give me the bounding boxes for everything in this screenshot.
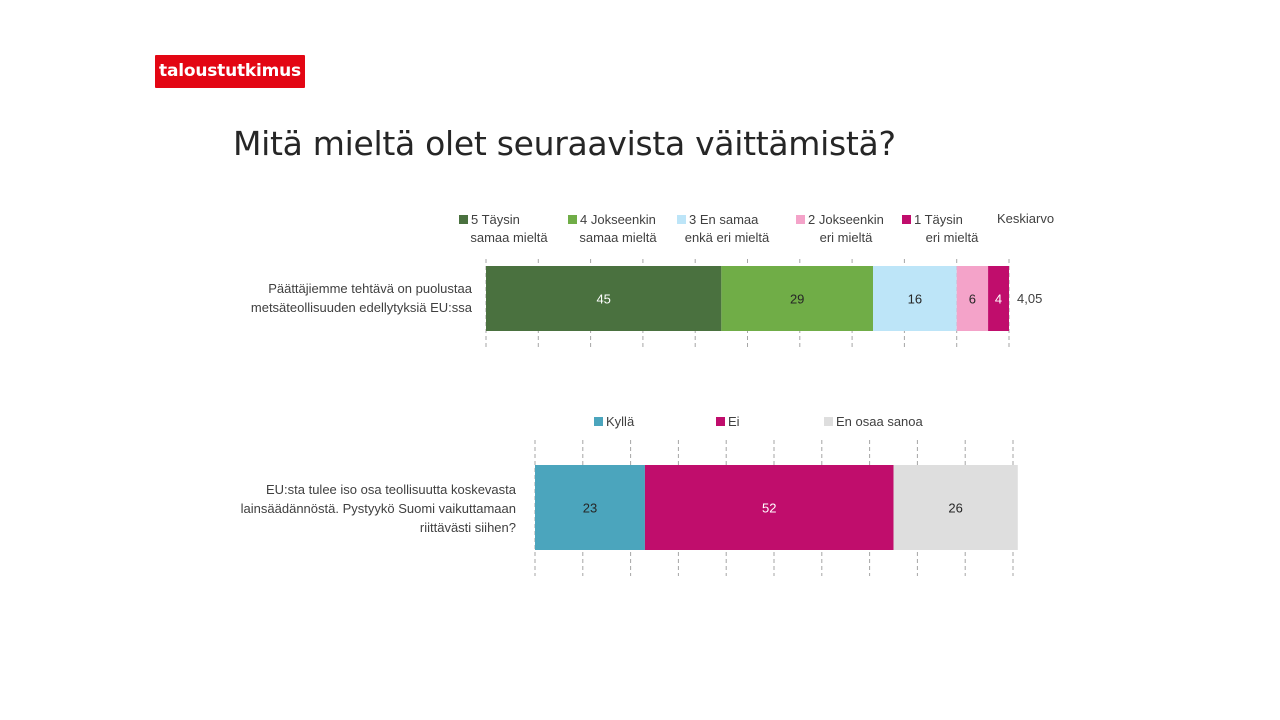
legend-label: 4 Jokseenkin samaa mieltä bbox=[579, 212, 657, 245]
chart2-bar-segment bbox=[893, 465, 1018, 550]
legend-swatch bbox=[677, 215, 686, 224]
legend-swatch bbox=[568, 215, 577, 224]
legend-label: 5 Täysin samaa mieltä bbox=[470, 212, 548, 245]
chart1-data-label: 29 bbox=[790, 292, 804, 307]
page-title: Mitä mieltä olet seuraavista väittämistä… bbox=[233, 124, 896, 163]
chart2-bar-segment bbox=[535, 465, 645, 550]
chart1-bar-segment bbox=[873, 266, 957, 331]
chart1-plot: 45 29 16 6 4 bbox=[485, 259, 1010, 350]
chart2-plot: 23 52 26 bbox=[534, 440, 1018, 576]
legend-label: 2 Jokseenkin eri mieltä bbox=[808, 212, 884, 245]
chart1-data-label: 45 bbox=[596, 292, 610, 307]
legend-label: Kyllä bbox=[606, 414, 635, 429]
mean-value: 4,05 bbox=[1017, 291, 1043, 306]
legend-swatch bbox=[459, 215, 468, 224]
legend-swatch bbox=[594, 417, 603, 426]
chart1-data-label: 4 bbox=[995, 292, 1002, 307]
legend-swatch bbox=[824, 417, 833, 426]
legend-swatch bbox=[716, 417, 725, 426]
chart2-data-label: 52 bbox=[762, 501, 776, 516]
chart2-category-label: EU:sta tulee iso osa teollisuutta koskev… bbox=[240, 482, 516, 535]
chart1-bar-segment bbox=[486, 266, 722, 331]
taloustutkimus-logo: taloustutkimus bbox=[155, 55, 305, 88]
chart2-bar-segment bbox=[644, 465, 894, 550]
chart1-bar-segment bbox=[721, 266, 874, 331]
chart2-data-label: 26 bbox=[948, 501, 962, 516]
chart2-data-label: 23 bbox=[583, 501, 597, 516]
legend-label: En osaa sanoa bbox=[836, 414, 923, 429]
chart1-bar-segment bbox=[988, 266, 1009, 331]
chart1-data-label: 6 bbox=[969, 292, 976, 307]
legend-label: 3 En samaa enkä eri mieltä bbox=[684, 212, 770, 245]
mean-header: Keskiarvo bbox=[997, 211, 1055, 226]
legend-label: Ei bbox=[728, 414, 740, 429]
chart1-data-label: 16 bbox=[908, 292, 922, 307]
legend-label: 1 Täysin eri mieltä bbox=[914, 212, 979, 245]
chart1-bar-segment bbox=[956, 266, 989, 331]
legend-swatch bbox=[796, 215, 805, 224]
legend-swatch bbox=[902, 215, 911, 224]
chart1-category-label: Päättäjiemme tehtävä on puolustaa metsät… bbox=[250, 281, 472, 315]
